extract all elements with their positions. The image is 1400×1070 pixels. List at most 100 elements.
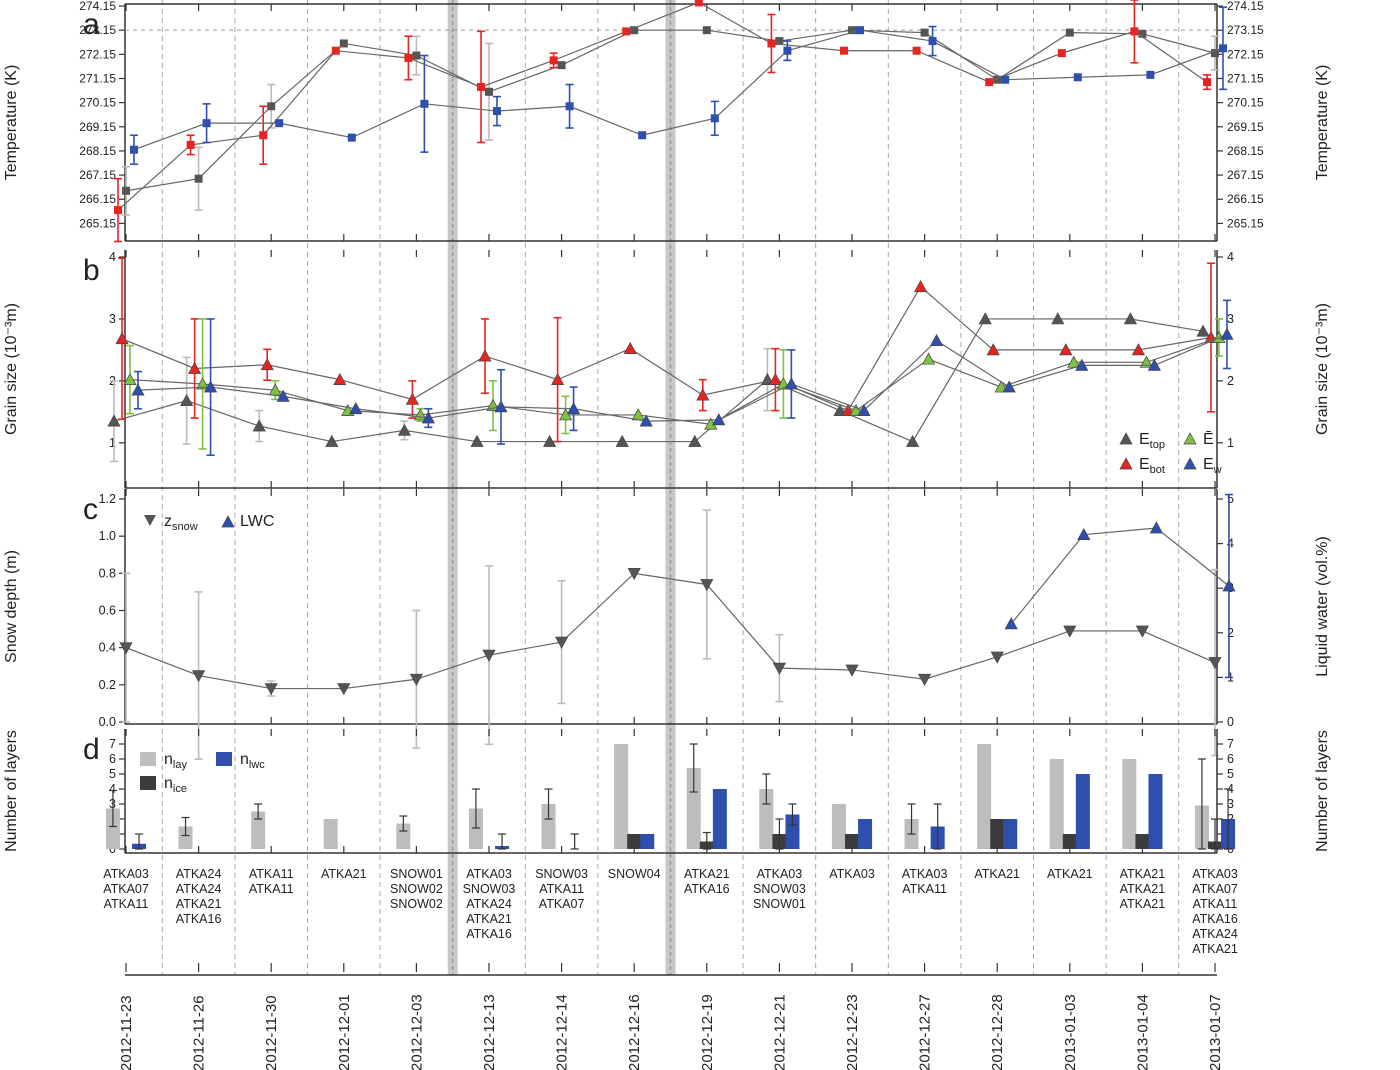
triangle-marker [833,403,847,416]
square-marker [129,145,138,154]
square-marker [912,46,921,55]
date-label: 2012-12-23 [844,994,861,1070]
y-tick-label: 274.15 [79,0,116,13]
station-label: ATKA03 [757,867,803,881]
triangle-marker [397,423,412,436]
legend-label: Ew [1203,456,1222,476]
legend: zsnow LWC [144,513,274,533]
station-label: ATKA21 [1120,867,1166,881]
triangle-marker [337,683,351,696]
square-marker [412,51,421,60]
square-marker [775,37,784,46]
square-marker [985,78,994,87]
square-marker [275,119,284,128]
square-marker [194,174,203,183]
square-marker [259,131,268,140]
bar [686,768,701,849]
square-marker [622,27,631,36]
bar [468,808,483,849]
triangle-marker [566,402,581,415]
date-label: 2012-12-13 [481,994,498,1070]
square-marker [485,87,493,96]
station-label: SNOW02 [390,897,443,911]
y-tick-label: 272.15 [79,47,116,61]
triangle-marker [1208,657,1222,670]
station-label: ATKA21 [974,867,1020,881]
y-tick-label: 269.15 [79,120,116,134]
y-axis-label: Number of layers [3,730,20,852]
y-tick-label-right: 0 [1227,715,1234,729]
bar [1075,774,1090,849]
date-label: 2013-01-03 [1062,994,1079,1070]
bar [251,811,266,849]
station-label: ATKA21 [176,897,222,911]
triangle-marker [192,670,206,683]
square-marker [1073,73,1082,82]
triangle-marker [784,377,798,390]
station-label: SNOW01 [753,897,806,911]
triangle-marker [906,434,920,447]
bar [977,744,992,849]
bar [1049,759,1064,849]
square-marker [702,26,711,35]
date-label: 2012-12-01 [336,994,353,1070]
triangle-marker [421,411,435,424]
station-label: ATKA03 [829,867,875,881]
triangle-marker [1139,355,1153,368]
station-label: ATKA16 [176,912,222,926]
square-marker [1218,44,1227,53]
y-tick-label: 1 [109,436,116,450]
square-marker [783,46,792,55]
bar [1135,834,1150,849]
square-marker [565,102,574,111]
square-marker [1203,78,1212,87]
bar [712,789,727,849]
panel-letter: d [83,733,100,766]
square-marker [920,28,929,37]
triangle-marker [131,383,145,396]
square-marker [710,114,719,123]
square-marker [928,37,937,46]
station-label: ATKA07 [103,882,149,896]
station-label: SNOW01 [390,867,443,881]
y-tick-label-right: 2 [1227,626,1234,640]
y-tick-label: 4 [109,250,116,264]
y-tick-label-right: 4 [1227,537,1234,551]
triangle-marker [688,434,702,447]
triangle-marker [260,358,274,371]
y-tick-label: 0.8 [99,566,116,580]
triangle-marker [1004,617,1018,630]
legend-swatch [140,776,156,790]
date-label: 2012-12-16 [626,994,643,1070]
triangle-marker [978,312,992,325]
y-tick-label: 265.15 [79,216,116,230]
y-tick-label: 1.2 [99,492,116,506]
date-label: 2013-01-04 [1134,994,1151,1070]
station-label: SNOW03 [535,867,588,881]
triangle-marker [1220,327,1234,340]
y-tick-label: 4 [109,782,116,796]
date-label: 2012-12-27 [917,994,934,1070]
date-label: 2012-12-14 [554,994,571,1070]
y-tick-label: 267.15 [79,168,116,182]
triangle-marker [772,662,786,675]
square-marker [767,39,776,48]
legend-swatch [140,752,156,766]
legend-marker [1119,432,1133,445]
triangle-marker [990,651,1004,664]
y-axis-label-right: Number of layers [1314,730,1331,852]
legend-label: zsnow [164,513,198,533]
triangle-marker [712,413,726,426]
triangle-marker [123,372,137,385]
square-marker [404,53,413,62]
station-label: ATKA11 [1193,897,1238,911]
station-list: ATKA03 [829,867,875,881]
triangle-marker [700,579,714,592]
triangle-marker [1131,343,1145,356]
date-label: 2012-12-19 [699,994,716,1070]
legend-label: Ebot [1139,456,1165,476]
y-axis-label-right: Temperature (K) [1314,65,1331,181]
